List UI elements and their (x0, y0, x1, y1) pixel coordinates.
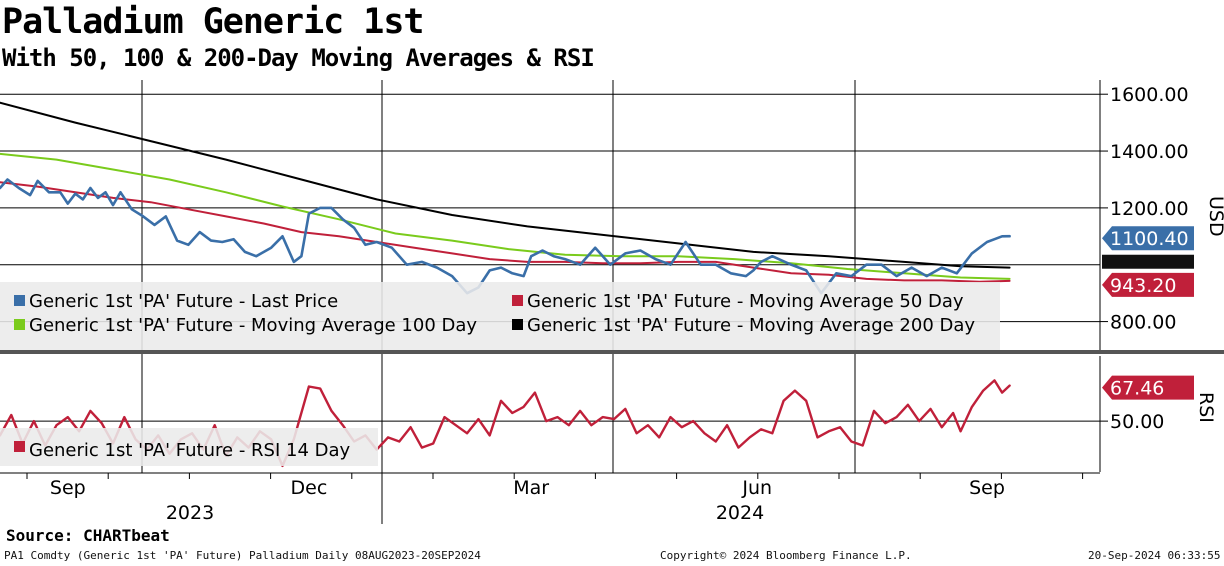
price-ytick-label-0: 1600.00 (1110, 84, 1189, 106)
series-line-ma50 (0, 181, 1011, 283)
legend-swatch-2 (14, 319, 25, 330)
price-callout-label: 1100.40 (1110, 228, 1189, 250)
rsi-axis-title: RSI (1195, 392, 1217, 423)
legend-label-1: Generic 1st 'PA' Future - Moving Average… (527, 291, 964, 312)
legend-label-0: Generic 1st 'PA' Future - Last Price (29, 291, 338, 312)
price-callout-box (1102, 226, 1194, 251)
price-legend-box (0, 282, 1000, 350)
axes: 1600.00 1400.00 1200.00 800.00 USD 50.00 RSI 11… (0, 80, 1224, 524)
price-axis-title: USD (1205, 196, 1224, 237)
ma-callout-box (1102, 272, 1194, 297)
ma200-callout-box (1102, 254, 1194, 269)
x-month-label-0: Sep (50, 477, 86, 499)
rsi-legend-box (0, 428, 378, 466)
price-ytick-label-1: 1400.00 (1110, 141, 1189, 163)
x-month-label-2: Mar (513, 477, 549, 499)
series-line-ma200 (0, 101, 1011, 269)
legend-swatch-0 (14, 295, 25, 306)
x-month-label-3: Jun (741, 477, 772, 499)
rsi-legend-swatch (14, 441, 25, 452)
price-ytick-label-2: 1200.00 (1110, 198, 1189, 220)
legend-swatch-3 (512, 319, 523, 330)
rsi-callout-box (1102, 375, 1194, 400)
legend: Generic 1st 'PA' Future - Last Price Gene… (0, 282, 1000, 466)
series-line-price (0, 178, 1011, 295)
copyright: Copyright© 2024 Bloomberg Finance L.P. (660, 549, 912, 562)
x-year-label-1: 2024 (716, 502, 764, 524)
x-year-label-0: 2023 (166, 502, 214, 524)
x-month-label-4: Sep (969, 477, 1005, 499)
x-month-label-1: Dec (291, 477, 328, 499)
chart-title: Palladium Generic 1st (2, 2, 425, 42)
legend-label-3: Generic 1st 'PA' Future - Moving Average… (527, 315, 975, 336)
legend-label-2: Generic 1st 'PA' Future - Moving Average… (29, 315, 477, 336)
rsi-legend-label: Generic 1st 'PA' Future - RSI 14 Day (29, 440, 351, 461)
timestamp: 20-Sep-2024 06:33:55 (1088, 549, 1221, 562)
ticker-info: PA1 Comdty (Generic 1st 'PA' Future) Pal… (4, 549, 481, 562)
source-note: Source: CHARTbeat (6, 526, 170, 545)
rsi-callout-label: 67.46 (1110, 378, 1164, 400)
price-ytick-label-3: 800.00 (1110, 312, 1176, 334)
ma-callout-label: 943.20 (1110, 275, 1176, 297)
series-line-ma100 (0, 152, 1011, 280)
panel-separator (0, 350, 1224, 354)
chart-subtitle: With 50, 100 & 200-Day Moving Averages &… (2, 44, 595, 72)
rsi-ytick-label-0: 50.00 (1110, 411, 1164, 433)
legend-swatch-1 (512, 295, 523, 306)
